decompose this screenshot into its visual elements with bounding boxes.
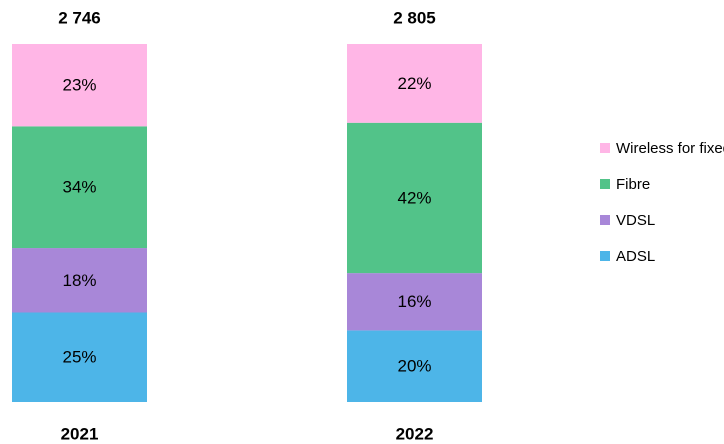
bar-segment [12,126,147,249]
legend-swatch [600,143,610,153]
legend-label: Fibre [616,176,650,193]
value-label: 25% [62,348,96,367]
bar-segment [347,273,482,331]
bar-segment [347,44,482,123]
legend-swatch [600,179,610,189]
value-label: 22% [397,74,431,93]
bar-segment [12,44,147,127]
value-label: 23% [62,76,96,95]
legend-label: VDSL [616,212,655,229]
category-label: 2021 [61,424,99,443]
bar-segment [12,312,147,402]
bar-segment [347,330,482,402]
legend-swatch [600,251,610,261]
bar-segment [12,248,147,313]
value-label: 18% [62,271,96,290]
value-label: 42% [397,188,431,207]
value-label: 20% [397,357,431,376]
total-label: 2 746 [58,8,101,27]
legend-label: Wireless for fixed [616,140,724,157]
total-label: 2 805 [393,8,436,27]
legend-label: ADSL [616,248,655,265]
category-label: 2022 [396,424,434,443]
value-label: 34% [62,178,96,197]
bar-segment [347,122,482,274]
value-label: 16% [397,292,431,311]
legend-swatch [600,215,610,225]
